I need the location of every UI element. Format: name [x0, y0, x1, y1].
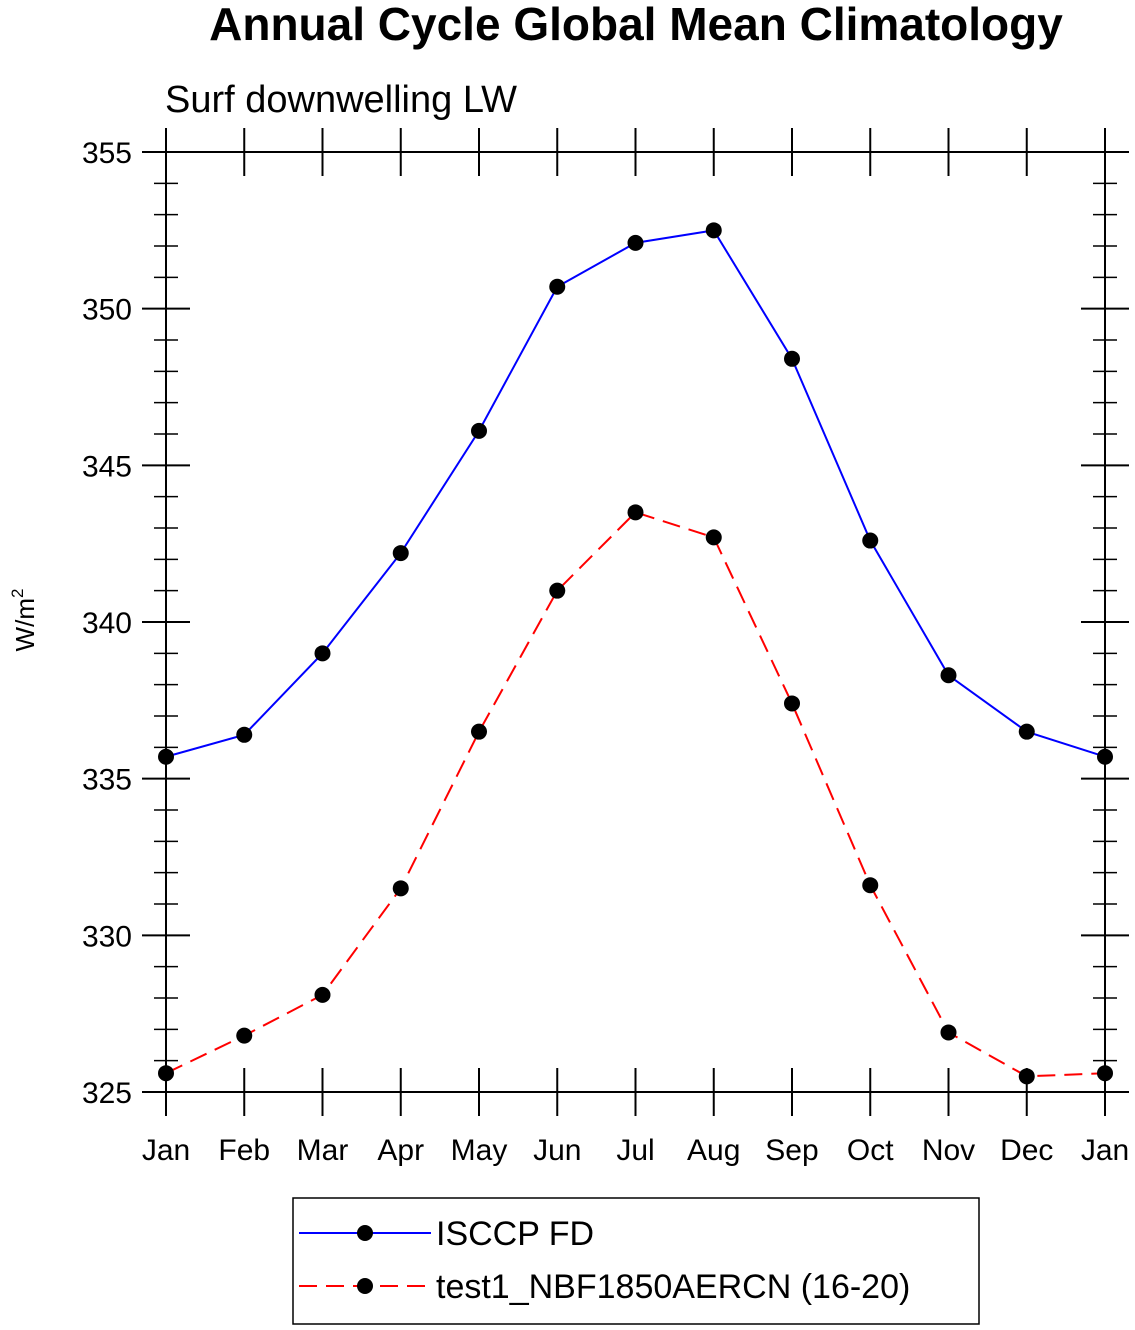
legend-marker	[357, 1225, 373, 1241]
legend: ISCCP FD test1_NBF1850AERCN (16-20)	[292, 1197, 980, 1325]
y-axis-label-text: W/m	[10, 598, 40, 651]
data-point	[862, 877, 879, 894]
data-point	[784, 695, 800, 712]
x-tick-label: Feb	[218, 1134, 270, 1167]
data-point	[1018, 723, 1035, 740]
chart-title: Annual Cycle Global Mean Climatology	[209, 0, 1063, 50]
data-point	[314, 645, 331, 662]
data-point	[158, 1065, 174, 1082]
x-tick-label: Aug	[687, 1134, 740, 1167]
data-point	[627, 234, 644, 251]
y-axis-label-superscript: 2	[8, 589, 27, 598]
data-point	[392, 545, 409, 562]
plot-frame	[165, 151, 1106, 1093]
chart-subtitle: Surf downwelling LW	[165, 79, 517, 121]
data-point	[471, 422, 487, 439]
y-tick-label: 335	[82, 764, 132, 797]
data-point	[471, 723, 487, 740]
data-point	[392, 880, 409, 897]
y-axis-label: W/m2	[8, 589, 40, 652]
legend-marker	[357, 1278, 373, 1294]
x-tick-label: Jan	[1081, 1134, 1129, 1167]
series-line-1	[165, 511, 1106, 1078]
x-tick-label: Apr	[377, 1134, 424, 1167]
data-point	[705, 529, 722, 546]
data-point	[549, 582, 566, 599]
data-point	[705, 222, 722, 239]
data-point	[784, 350, 800, 367]
y-tick-label: 355	[82, 137, 132, 170]
legend-label: test1_NBF1850AERCN (16-20)	[436, 1268, 910, 1306]
data-point	[236, 726, 253, 743]
axes: 325 330 335 340 345 350 355 Jan Feb Mar Apr May Jun J…	[82, 128, 1129, 1167]
data-point	[627, 504, 644, 521]
data-point	[158, 748, 174, 765]
data-point	[1097, 748, 1113, 765]
x-tick-label: Dec	[1000, 1134, 1053, 1167]
legend-box	[292, 1197, 980, 1325]
x-tick-label: Mar	[297, 1134, 349, 1167]
y-tick-label: 330	[82, 920, 132, 953]
data-point	[940, 1024, 957, 1041]
y-tick-label: 345	[82, 450, 132, 483]
x-tick-label: Oct	[847, 1134, 894, 1167]
x-tick-label: Jan	[142, 1134, 190, 1167]
data-point	[862, 532, 879, 549]
data-point	[940, 667, 957, 684]
x-tick-label: Nov	[922, 1134, 975, 1167]
data-point	[1097, 1065, 1113, 1082]
series-group	[158, 222, 1113, 1085]
y-tick-label: 325	[82, 1077, 132, 1110]
legend-label: ISCCP FD	[436, 1215, 594, 1253]
data-point	[314, 986, 331, 1003]
x-tick-label: Jul	[616, 1134, 654, 1167]
data-point	[1018, 1068, 1035, 1085]
x-tick-label: May	[451, 1134, 508, 1167]
data-point	[236, 1027, 253, 1044]
data-point	[549, 278, 566, 295]
x-tick-label: Jun	[533, 1134, 581, 1167]
x-tick-label: Sep	[765, 1134, 818, 1167]
y-tick-label: 350	[82, 294, 132, 327]
y-tick-label: 340	[82, 607, 132, 640]
series-line-0	[165, 229, 1106, 758]
